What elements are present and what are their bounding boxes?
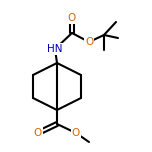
Text: O: O	[72, 128, 80, 138]
Text: O: O	[34, 128, 42, 138]
Text: O: O	[68, 13, 76, 23]
Text: O: O	[85, 37, 93, 47]
Text: HN: HN	[47, 44, 63, 54]
